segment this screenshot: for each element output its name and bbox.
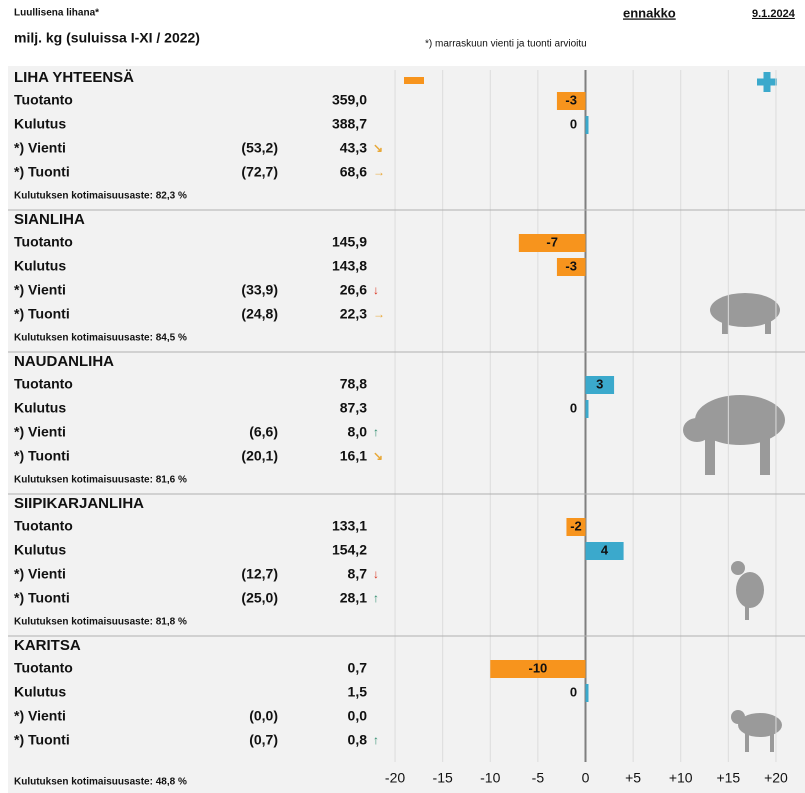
bar-label: -2 [570,518,582,533]
row-label: *) Tuonti [14,448,70,464]
bar-label: -10 [528,660,547,675]
x-tick-label: -10 [480,770,500,786]
bar [586,116,589,134]
x-tick-label: +20 [764,770,788,786]
row-label: Kulutus [14,684,66,700]
minus-icon [404,77,424,84]
bar-label: 0 [570,400,577,415]
row-label: *) Vienti [14,424,66,440]
trend-icon: ↑ [373,425,379,439]
prev-value: (24,8) [241,306,278,322]
row-label: *) Tuonti [14,732,70,748]
x-tick-label: +15 [716,770,740,786]
row-label: Kulutus [14,542,66,558]
trend-icon: ↑ [373,733,379,747]
x-tick-label: +10 [669,770,693,786]
prev-value: (12,7) [241,566,278,582]
title: Luullisena lihana* [14,8,99,19]
section-title: SIANLIHA [14,211,85,228]
section-note: Kulutuksen kotimaisuusaste: 82,3 % [14,191,187,202]
row-value: 0,0 [348,708,368,724]
bar-label: 0 [570,684,577,699]
trend-icon: ↘ [373,449,383,463]
prev-value: (25,0) [241,590,278,606]
row-value: 22,3 [340,306,367,322]
bar-label: -3 [565,258,577,273]
x-tick-label: -20 [385,770,405,786]
prev-value: (0,0) [249,708,278,724]
row-label: Kulutus [14,258,66,274]
row-value: 16,1 [340,448,367,464]
row-label: Tuotanto [14,660,73,676]
row-value: 388,7 [332,116,367,132]
row-label: *) Vienti [14,708,66,724]
bar-label: 0 [570,116,577,131]
row-value: 43,3 [340,140,367,156]
x-tick-label: 0 [582,770,590,786]
row-label: Tuotanto [14,376,73,392]
prev-value: (20,1) [241,448,278,464]
section-title: LIHA YHTEENSÄ [14,69,134,86]
bar-label: 3 [596,376,603,391]
row-value: 28,1 [340,590,367,606]
row-label: Tuotanto [14,518,73,534]
row-value: 8,7 [348,566,368,582]
prev-value: (33,9) [241,282,278,298]
section-note: Kulutuksen kotimaisuusaste: 84,5 % [14,333,187,344]
trend-icon: → [373,165,385,179]
prev-value: (6,6) [249,424,278,440]
trend-icon: ↓ [373,567,379,581]
unit: milj. kg (suluissa I-XI / 2022) [14,30,200,46]
bar-label: 4 [601,542,609,557]
status: ennakko [623,5,676,20]
row-label: *) Tuonti [14,306,70,322]
section-title: KARITSA [14,637,81,654]
row-value: 359,0 [332,92,367,108]
row-value: 145,9 [332,234,367,250]
row-value: 154,2 [332,542,367,558]
prev-value: (53,2) [241,140,278,156]
section-note: Kulutuksen kotimaisuusaste: 48,8 % [14,777,187,788]
row-value: 8,0 [348,424,368,440]
x-tick-label: -15 [433,770,453,786]
bar [586,400,589,418]
prev-value: (72,7) [241,164,278,180]
row-value: 68,6 [340,164,367,180]
row-label: *) Vienti [14,282,66,298]
x-tick-label: +5 [625,770,641,786]
x-tick-label: -5 [532,770,545,786]
row-value: 1,5 [348,684,368,700]
bar-label: -3 [565,92,577,107]
bar-label: -7 [546,234,558,249]
row-value: 143,8 [332,258,367,274]
row-value: 133,1 [332,518,367,534]
row-label: Kulutus [14,400,66,416]
row-label: Tuotanto [14,92,73,108]
row-label: Kulutus [14,116,66,132]
section-note: Kulutuksen kotimaisuusaste: 81,6 % [14,475,187,486]
trend-icon: ↓ [373,283,379,297]
prev-value: (0,7) [249,732,278,748]
row-value: 0,8 [348,732,368,748]
row-value: 26,6 [340,282,367,298]
trend-icon: ↑ [373,591,379,605]
row-label: *) Tuonti [14,164,70,180]
row-value: 0,7 [348,660,368,676]
row-label: *) Vienti [14,566,66,582]
row-label: Tuotanto [14,234,73,250]
footnote: *) marraskuun vienti ja tuonti arvioitu [425,39,587,50]
row-label: *) Tuonti [14,590,70,606]
section-title: NAUDANLIHA [14,353,114,370]
section-note: Kulutuksen kotimaisuusaste: 81,8 % [14,617,187,628]
row-value: 87,3 [340,400,367,416]
bar [586,684,589,702]
date: 9.1.2024 [752,8,796,20]
row-value: 78,8 [340,376,367,392]
trend-icon: ↘ [373,141,383,155]
infographic: Luullisena lihana* milj. kg (suluissa I-… [0,0,805,793]
section-title: SIIPIKARJANLIHA [14,495,144,512]
trend-icon: → [373,307,385,321]
row-label: *) Vienti [14,140,66,156]
